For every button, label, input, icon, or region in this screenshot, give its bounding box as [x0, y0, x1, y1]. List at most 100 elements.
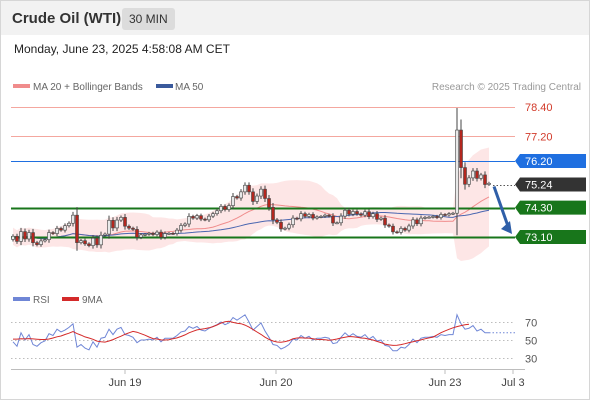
- candle-up: [399, 228, 403, 233]
- copyright-credit: Research © 2025 Trading Central: [432, 82, 581, 93]
- candle-up: [427, 216, 431, 219]
- candle-up: [91, 237, 95, 246]
- candle-down: [131, 227, 135, 230]
- candle-up: [19, 231, 23, 242]
- candle-up: [423, 217, 427, 219]
- candle-up: [119, 217, 123, 221]
- candle-up: [319, 216, 323, 218]
- forecast-arrow-head: [501, 221, 512, 234]
- candle-up: [339, 215, 343, 224]
- candle-down: [51, 232, 55, 234]
- candle-down: [235, 196, 239, 199]
- ma50-line: [12, 209, 490, 240]
- candle-up: [207, 215, 211, 221]
- candle-up: [71, 214, 75, 224]
- level-label-75.24: 75.24: [525, 180, 553, 192]
- moving-average-layer: [12, 196, 490, 240]
- candle-up: [243, 184, 247, 193]
- candle-up: [239, 191, 243, 199]
- level-tags-layer: 78.40 77.20 76.20 75.24 74.30 73.10: [515, 102, 586, 244]
- candle-down: [275, 219, 279, 223]
- candle-up: [419, 217, 423, 225]
- candle-down: [171, 233, 175, 235]
- candle-up: [163, 233, 167, 238]
- candle-down: [367, 211, 371, 217]
- candle-up: [183, 223, 187, 226]
- level-tag-box: [515, 153, 586, 168]
- candle-down: [75, 214, 79, 243]
- candle-down: [463, 167, 467, 185]
- level-tag-box: [515, 200, 586, 215]
- candle-down: [327, 214, 331, 217]
- candle-down: [295, 217, 299, 220]
- forecast-arrow-layer: [492, 186, 512, 234]
- candle-up: [115, 219, 119, 229]
- candle-down: [347, 209, 351, 215]
- candle-down: [59, 228, 63, 231]
- candle-down: [435, 216, 439, 218]
- candle-down: [395, 231, 399, 234]
- candle-up: [487, 182, 491, 185]
- candle-up: [447, 213, 451, 216]
- rsi-ma-legend-label: 9MA: [82, 295, 103, 306]
- candle-up: [379, 217, 383, 220]
- candle-down: [387, 224, 391, 227]
- candle-up: [139, 234, 143, 238]
- rsi-panel: 70 50 30: [11, 313, 537, 366]
- candle-up: [455, 129, 459, 214]
- candle-down: [331, 215, 335, 224]
- candle-up: [291, 217, 295, 226]
- candle-down: [459, 129, 463, 168]
- candle-up: [315, 216, 319, 219]
- candle-up: [195, 215, 199, 219]
- bollinger-band-area: [13, 147, 489, 261]
- candle-up: [175, 229, 179, 234]
- candle-up: [39, 240, 43, 245]
- candle-down: [31, 232, 35, 243]
- bollinger-band-layer: [13, 147, 489, 261]
- rsi-line: [12, 313, 489, 352]
- candles-layer: [11, 108, 491, 251]
- candle-down: [311, 214, 315, 219]
- candle-down: [279, 221, 283, 230]
- candle-up: [407, 225, 411, 231]
- candle-up: [155, 231, 159, 235]
- level-label-73.10: 73.10: [525, 232, 553, 244]
- level-label-74.30: 74.30: [525, 203, 553, 215]
- timeframe-badge[interactable]: 30 MIN: [122, 8, 175, 30]
- candle-down: [111, 220, 115, 229]
- level-tag-75.24: 75.24: [515, 177, 586, 192]
- candle-up: [307, 214, 311, 217]
- candle-up: [147, 233, 151, 235]
- candle-up: [219, 206, 223, 212]
- x-tick-label: Jun 20: [259, 377, 292, 389]
- candle-down: [15, 235, 19, 242]
- x-tick-label: Jun 19: [108, 377, 141, 389]
- level-lines-layer: [11, 107, 515, 239]
- candle-up: [179, 225, 183, 231]
- x-tick-label: Jun 23: [428, 377, 461, 389]
- level-tag-76.20: 76.20: [515, 153, 586, 168]
- candle-up: [47, 232, 51, 240]
- candle-up: [335, 222, 339, 225]
- candle-up: [215, 210, 219, 214]
- candle-down: [223, 206, 227, 210]
- candle-up: [107, 220, 111, 235]
- level-label-78.40: 78.40: [525, 102, 553, 114]
- level-tag-74.30: 74.30: [515, 200, 586, 215]
- candle-up: [467, 177, 471, 185]
- rsi-level-label: 70: [525, 318, 537, 330]
- candle-down: [83, 240, 87, 245]
- candle-up: [451, 212, 455, 215]
- candle-down: [203, 218, 207, 221]
- candle-down: [415, 219, 419, 225]
- candle-down: [151, 233, 155, 235]
- candle-up: [43, 239, 47, 242]
- candle-down: [443, 214, 447, 216]
- candle-up: [103, 233, 107, 236]
- candle-up: [343, 209, 347, 217]
- rsi-legend-label: RSI: [33, 295, 50, 306]
- candle-down: [191, 216, 195, 219]
